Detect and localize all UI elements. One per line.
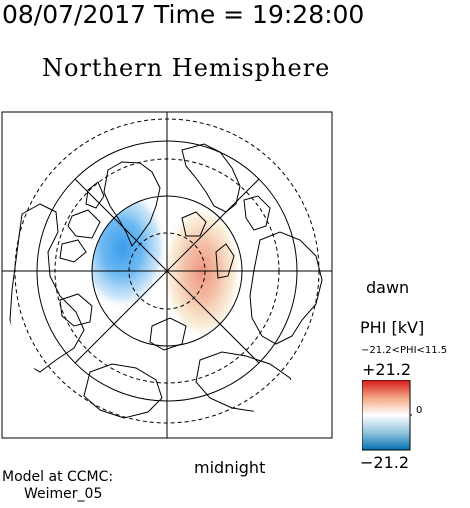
coastline-new-siberian-islands [149,317,187,351]
model-line-1: Model at CCMC: [2,469,114,485]
coastline-novaya-zemlya [215,243,235,279]
colorbar-min-label: −21.2 [360,453,410,472]
meridian-diagonal-2 [74,178,260,364]
midnight-label: midnight [194,458,266,477]
timestamp-header: 08/07/2017 Time = 19:28:00 [2,0,365,29]
dawn-label: dawn [366,278,410,297]
colorbar-max-label: +21.2 [362,360,412,379]
meridian-lines [2,112,332,438]
coastline-canada-islands [59,181,105,263]
coastline-svalbard [181,211,207,237]
colorbar-zero-label: 0 [416,405,423,416]
polar-map [1,111,333,439]
coastline-hudson-bay [59,293,93,327]
colorbar-range: −21.2<PHI<11.5 [361,345,448,356]
coastline-greenland [103,161,161,247]
coastline-russia [249,231,323,345]
colorbar-title: PHI [kV] [360,318,425,337]
hemisphere-title: Northern Hemisphere [42,54,331,82]
coastline-north-america [9,203,85,373]
colorbar [362,380,412,451]
model-line-2: Weimer_05 [24,486,103,502]
colorbar-gradient [362,380,411,451]
